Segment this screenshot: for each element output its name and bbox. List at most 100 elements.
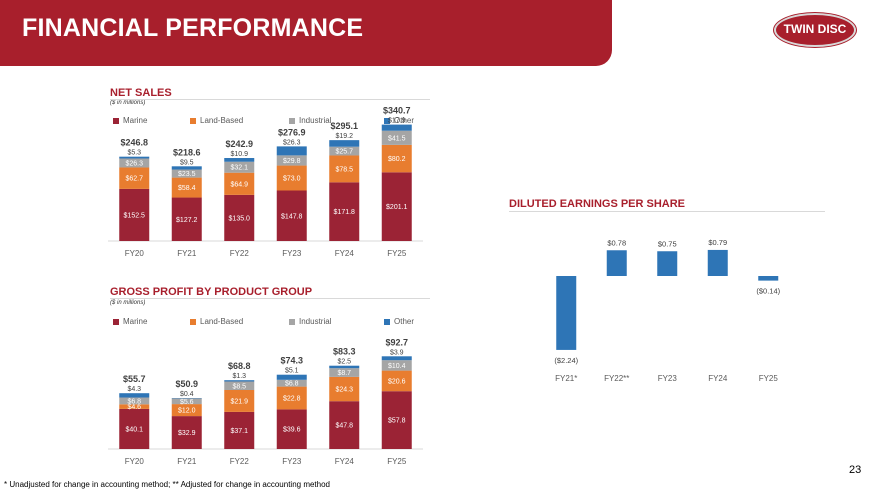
net-sales-title: NET SALES	[110, 87, 172, 99]
bar-marine	[276, 409, 307, 449]
bar-marine	[276, 190, 307, 241]
bar-industrial	[276, 379, 307, 387]
legend-label: Marine	[123, 317, 148, 326]
bar-marine	[329, 182, 360, 241]
tick-label: FY25	[759, 374, 779, 383]
legend-land-based: Land-Based	[190, 317, 289, 326]
bar-marine	[329, 401, 360, 449]
data-label: $80.2	[388, 156, 406, 163]
data-label: $19.2	[335, 133, 353, 140]
eps-bar	[707, 249, 728, 276]
bar-land-based	[171, 177, 202, 198]
legend-label: Industrial	[299, 116, 332, 125]
tick-label: FY24	[335, 457, 355, 466]
data-label: $62.7	[125, 176, 143, 183]
total-label: $68.8	[228, 361, 251, 371]
data-label: $22.8	[283, 396, 301, 403]
legend-marine: Marine	[113, 317, 190, 326]
bar-land-based	[276, 165, 307, 191]
total-label: $246.8	[120, 138, 148, 148]
bar-industrial	[381, 130, 412, 145]
eps-bar	[657, 251, 678, 276]
data-label: $47.8	[335, 423, 353, 430]
gross-profit-legend: Marine Land-Based Industrial Other	[113, 317, 414, 326]
total-label: $92.7	[385, 337, 408, 347]
bar-land-based	[381, 144, 412, 173]
tick-label: FY20	[125, 457, 145, 466]
data-label: $24.3	[335, 387, 353, 394]
data-label: ($0.14)	[756, 287, 780, 296]
tick-label: FY22**	[604, 374, 629, 383]
data-label: $21.9	[230, 398, 248, 405]
data-label: $64.9	[230, 181, 248, 188]
data-label: $5.3	[127, 150, 141, 157]
data-label: $57.8	[388, 418, 406, 425]
bar-other	[329, 140, 360, 147]
bar-other	[276, 146, 307, 156]
legend-label: Marine	[123, 116, 148, 125]
bar-land-based	[119, 404, 150, 409]
data-label: $10.9	[230, 151, 248, 158]
legend-swatch	[113, 117, 119, 124]
header-banner: FINANCIAL PERFORMANCE	[0, 0, 612, 66]
legend-marine: Marine	[113, 116, 190, 125]
bar-industrial	[329, 368, 360, 377]
data-label: $0.75	[658, 239, 677, 248]
total-label: $276.9	[278, 127, 306, 137]
tick-label: FY22	[230, 249, 250, 258]
bar-marine	[224, 411, 255, 449]
twin-disc-logo: TWIN DISC	[774, 13, 856, 47]
data-label: $4.6	[127, 404, 141, 411]
bar-marine	[381, 391, 412, 449]
legend-swatch	[113, 318, 119, 325]
tick-label: FY21	[177, 457, 197, 466]
data-label: $20.6	[388, 378, 406, 385]
bar-industrial	[224, 161, 255, 173]
gross-profit-title: GROSS PROFIT BY PRODUCT GROUP	[110, 286, 313, 298]
bar-marine	[224, 194, 255, 241]
tick-label: FY24	[335, 249, 355, 258]
legend-label: Industrial	[299, 317, 332, 326]
data-label: $26.3	[125, 160, 143, 167]
legend-swatch	[384, 117, 390, 124]
legend-other: Other	[384, 317, 414, 326]
bar-other	[171, 166, 202, 170]
total-label: $218.6	[173, 147, 201, 157]
data-label: $58.4	[178, 185, 196, 192]
data-label: $5.1	[285, 368, 299, 375]
data-label: $41.5	[388, 135, 406, 142]
footnote: * Unadjusted for change in accounting me…	[4, 480, 330, 489]
bar-land-based	[171, 404, 202, 417]
total-label: $242.9	[225, 139, 253, 149]
tick-label: FY24	[708, 374, 728, 383]
legend-swatch	[384, 318, 390, 325]
page-number: 23	[849, 464, 862, 476]
data-label: $135.0	[229, 215, 251, 222]
bar-other	[381, 356, 412, 361]
data-label: $5.6	[180, 399, 194, 406]
legend-industrial: Industrial	[289, 116, 384, 125]
data-label: $32.1	[230, 165, 248, 172]
bar-industrial	[171, 169, 202, 178]
bar-other	[224, 158, 255, 162]
legend-swatch	[289, 117, 295, 124]
bar-other	[119, 156, 150, 159]
page-title: FINANCIAL PERFORMANCE	[22, 14, 364, 42]
data-label: $29.8	[283, 158, 301, 165]
data-label: $12.0	[178, 408, 196, 415]
legend-land-based: Land-Based	[190, 116, 289, 125]
bar-marine	[119, 188, 150, 241]
data-label: $37.1	[230, 428, 248, 435]
data-label: $0.79	[708, 238, 727, 247]
legend-label: Land-Based	[200, 317, 244, 326]
tick-label: FY21	[177, 249, 197, 258]
bar-land-based	[224, 390, 255, 412]
bar-other	[119, 393, 150, 398]
tick-label: FY21*	[555, 374, 577, 383]
total-label: $83.3	[333, 347, 356, 357]
total-label: $340.7	[383, 106, 411, 116]
total-label: $74.3	[280, 356, 303, 366]
eps-bar	[606, 250, 627, 276]
tick-label: FY25	[387, 457, 407, 466]
net-sales-subtitle: ($ in millions)	[110, 100, 146, 106]
